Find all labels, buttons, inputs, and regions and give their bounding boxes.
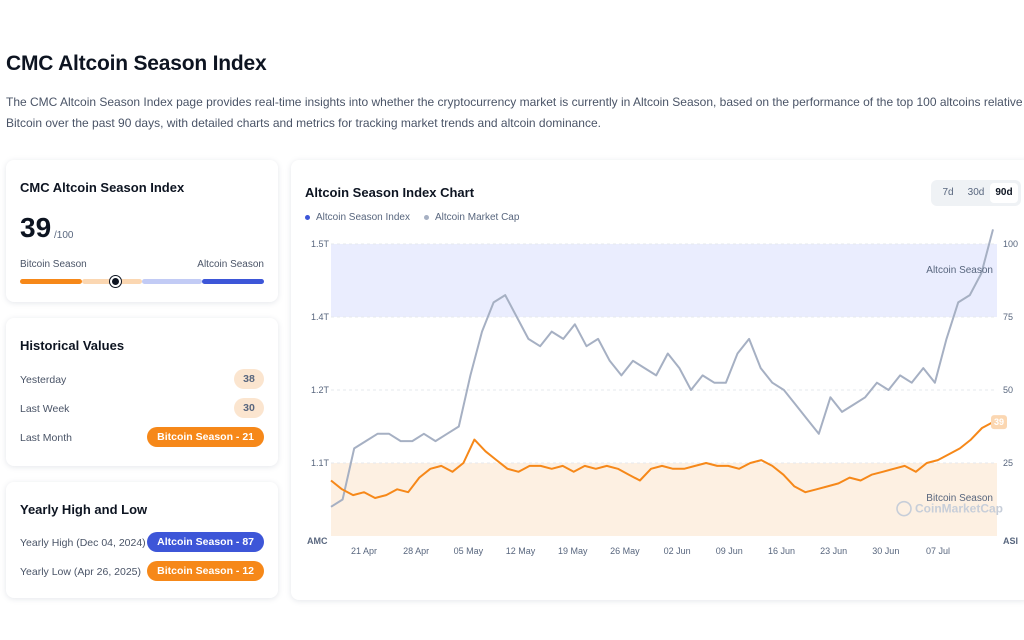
left-axis-title: AMC	[307, 536, 328, 546]
x-axis-tick: 19 May	[558, 546, 588, 556]
yearly-low-value: Bitcoin Season - 12	[147, 561, 264, 581]
legend-label: Altcoin Season Index	[316, 212, 410, 223]
x-axis-tick: 28 Apr	[403, 546, 429, 556]
x-axis-tick: 02 Jun	[664, 546, 691, 556]
time-range-selector: 7d 30d 90d	[931, 180, 1021, 206]
history-row-value: Bitcoin Season - 21	[147, 427, 264, 447]
right-axis-tick: 75	[1003, 312, 1013, 322]
x-axis-tick: 26 May	[610, 546, 640, 556]
legend-item-index[interactable]: Altcoin Season Index	[305, 212, 410, 223]
bitcoin-season-zone-label: Bitcoin Season	[926, 493, 993, 504]
historical-values-card: Historical Values Yesterday 38 Last Week…	[6, 318, 278, 466]
history-row-label: Last Week	[20, 403, 70, 415]
series-line-market-cap	[330, 229, 994, 508]
legend-dot-icon	[423, 215, 429, 220]
left-axis-tick: 1.2T	[311, 385, 330, 395]
historical-values-title: Historical Values	[20, 338, 125, 353]
history-row-value: 38	[234, 369, 264, 389]
current-value-badge: 39	[991, 415, 1007, 430]
chart-legend: Altcoin Season Index Altcoin Market Cap	[305, 212, 519, 223]
right-axis-tick: 25	[1003, 458, 1013, 468]
right-axis-title: ASI	[1003, 536, 1018, 546]
gauge-indicator	[110, 276, 121, 287]
left-axis-tick: 1.4T	[311, 312, 330, 322]
chart-title: Altcoin Season Index Chart	[305, 185, 475, 200]
x-axis-tick: 05 May	[454, 546, 484, 556]
chart-card: Altcoin Season Index Chart Altcoin Seaso…	[291, 160, 1024, 600]
right-axis-tick: 100	[1003, 239, 1018, 249]
gauge-segment-bitcoin	[20, 279, 82, 284]
yearly-high-value: Altcoin Season - 87	[147, 532, 264, 552]
altcoin-season-label: Altcoin Season	[197, 259, 264, 270]
index-value: 39	[20, 212, 52, 243]
altcoin-season-zone-label: Altcoin Season	[926, 265, 993, 276]
legend-dot-icon	[305, 215, 310, 220]
page-title: CMC Altcoin Season Index	[6, 52, 267, 75]
right-axis-tick: 50	[1003, 385, 1013, 395]
bitcoin-season-label: Bitcoin Season	[20, 259, 87, 270]
left-axis-tick: 1.5T	[311, 239, 330, 249]
history-row-label: Yesterday	[20, 374, 67, 386]
page-description: The CMC Altcoin Season Index page provid…	[6, 95, 1024, 130]
x-axis-tick: 07 Jul	[926, 546, 950, 556]
bitcoin-season-zone	[331, 463, 997, 536]
gauge-segment-neutral-high	[142, 279, 202, 284]
x-axis-tick: 09 Jun	[716, 546, 743, 556]
chart-plot: 25 50 75 100 1.1T 1.2T 1.4T 1.5T 21 Apr 28 Apr 05 …	[307, 229, 1018, 556]
range-7d-button[interactable]: 7d	[942, 187, 954, 198]
x-axis-tick: 21 Apr	[351, 546, 377, 556]
coinmarketcap-watermark: CoinMarketCap	[896, 500, 1003, 517]
altcoin-season-zone	[331, 244, 997, 317]
history-row-label: Last Month	[20, 432, 72, 444]
x-axis-tick: 30 Jun	[872, 546, 899, 556]
left-axis-tick: 1.1T	[311, 458, 330, 468]
gauge-segment-altcoin	[202, 279, 264, 284]
index-card-title: CMC Altcoin Season Index	[20, 180, 185, 195]
x-axis-tick: 12 May	[506, 546, 536, 556]
x-axis-tick: 16 Jun	[768, 546, 795, 556]
range-30d-button[interactable]: 30d	[967, 187, 985, 198]
x-axis-tick: 23 Jun	[820, 546, 847, 556]
yearly-title: Yearly High and Low	[20, 502, 148, 517]
index-max: /100	[54, 230, 74, 241]
watermark-text: CoinMarketCap	[915, 502, 1003, 516]
yearly-low-label: Yearly Low (Apr 26, 2025)	[20, 566, 142, 578]
history-row-value: 30	[234, 398, 264, 418]
series-line-index	[330, 421, 994, 499]
yearly-high-low-card: Yearly High and Low Yearly High (Dec 04,…	[6, 482, 278, 598]
index-card: CMC Altcoin Season Index 39 /100 Bitcoin…	[6, 160, 278, 302]
current-value-text: 39	[994, 417, 1004, 427]
legend-label: Altcoin Market Cap	[434, 212, 520, 223]
coinmarketcap-logo-icon	[896, 500, 912, 517]
yearly-high-label: Yearly High (Dec 04, 2024)	[20, 537, 146, 549]
legend-item-market-cap[interactable]: Altcoin Market Cap	[423, 212, 520, 223]
range-90d-button[interactable]: 90d	[990, 183, 1018, 203]
